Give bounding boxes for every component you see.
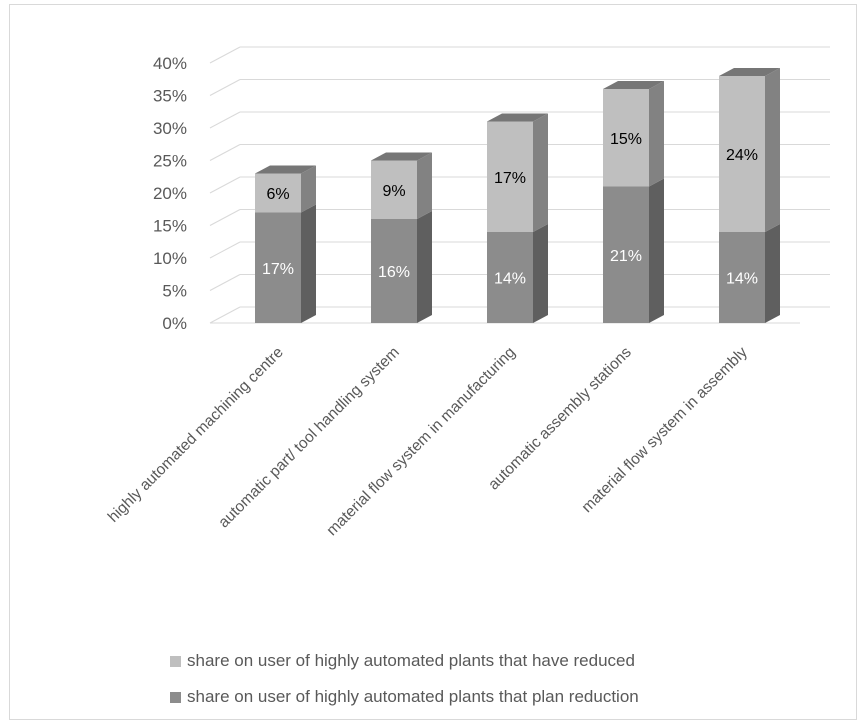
- data-label: 14%: [494, 271, 526, 288]
- gridline-side: [209, 209, 241, 226]
- bar-top: [371, 152, 432, 161]
- legend-swatch-plan-reduction: [170, 691, 181, 703]
- x-tick-label: automatic part/ tool handling system: [215, 344, 402, 531]
- y-tick-label: 0%: [162, 314, 187, 333]
- bar-front-plan-reduction: [255, 212, 301, 323]
- y-tick-label: 20%: [153, 184, 187, 203]
- y-tick-label: 5%: [162, 282, 187, 301]
- y-tick-label: 15%: [153, 217, 187, 236]
- bar-top: [487, 113, 548, 122]
- bar-front-plan-reduction: [719, 232, 765, 323]
- data-label: 17%: [494, 170, 526, 187]
- bar-side: [765, 68, 780, 232]
- y-tick-label: 35%: [153, 87, 187, 106]
- gridline-side: [209, 144, 241, 161]
- y-tick-label: 30%: [153, 119, 187, 138]
- bar-front-plan-reduction: [487, 232, 533, 323]
- legend-swatch-have-reduced: [170, 655, 181, 667]
- gridline-side: [209, 241, 241, 259]
- data-label: 14%: [726, 271, 758, 288]
- data-label: 17%: [262, 261, 294, 278]
- legend-item-have-reduced: share on user of highly automated plants…: [170, 651, 635, 671]
- bar-front-have-reduced: [719, 76, 765, 232]
- bar-side: [417, 152, 432, 219]
- bar-front-have-reduced: [487, 121, 533, 232]
- legend-item-plan-reduction: share on user of highly automated plants…: [170, 687, 639, 707]
- bar-top: [255, 165, 316, 174]
- bar-side: [301, 165, 316, 213]
- bar-front-plan-reduction: [371, 219, 417, 323]
- bar-front-plan-reduction: [603, 186, 649, 323]
- gridline-side: [209, 79, 241, 96]
- bar-side: [765, 224, 780, 323]
- x-tick-label: material flow system in manufacturing: [323, 344, 518, 539]
- bar-top: [603, 81, 664, 89]
- bar-side: [301, 204, 316, 323]
- gridline-side: [209, 176, 241, 194]
- bar-side: [649, 178, 664, 323]
- bar-side: [533, 224, 548, 323]
- bar-front-have-reduced: [255, 173, 301, 213]
- data-label: 6%: [266, 186, 289, 203]
- bar-front-have-reduced: [603, 89, 649, 187]
- bar-side: [533, 113, 548, 232]
- data-label: 24%: [726, 147, 758, 164]
- legend-label-plan-reduction: share on user of highly automated plants…: [187, 687, 639, 706]
- data-label: 16%: [378, 264, 410, 281]
- bar-side: [649, 81, 664, 187]
- chart-frame: 0% 5% 10% 15% 20% 25% 30% 35% 40% 17% 6% highly aut…: [9, 4, 857, 720]
- bar-front-have-reduced: [371, 160, 417, 219]
- y-tick-label: 25%: [153, 152, 187, 171]
- gridline-side: [209, 274, 241, 291]
- legend-label-have-reduced: share on user of highly automated plants…: [187, 651, 635, 670]
- bar-side: [417, 211, 432, 323]
- gridline-side: [209, 306, 241, 324]
- gridline-side: [209, 46, 241, 64]
- y-tick-label: 10%: [153, 249, 187, 268]
- gridline-side: [209, 111, 241, 129]
- data-label: 9%: [382, 183, 405, 200]
- bar-top: [719, 68, 780, 76]
- stacked-bar-chart: 0%5%10%15%20%25%30%35%40%17%6%highly aut…: [105, 46, 830, 539]
- data-label: 21%: [610, 248, 642, 265]
- y-tick-label: 40%: [153, 54, 187, 73]
- data-label: 15%: [610, 131, 642, 148]
